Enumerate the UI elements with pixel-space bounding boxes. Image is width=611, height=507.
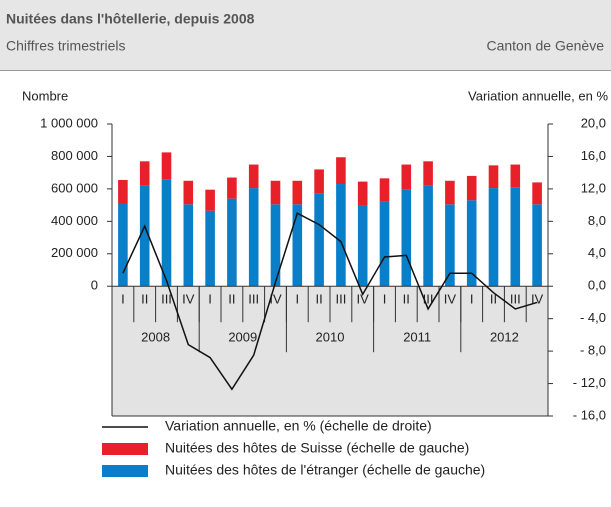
line-series	[122, 212, 538, 391]
y2-tick-label: - 12,0	[573, 375, 606, 390]
x-tick-label: IV	[182, 292, 195, 307]
bar	[445, 204, 455, 287]
year-label: 2011	[403, 330, 431, 345]
legend-label: Nuitées des hôtes de l'étranger (échelle…	[165, 462, 485, 478]
x-tick-label: IV	[444, 292, 457, 307]
bar	[161, 179, 172, 287]
bar	[401, 189, 412, 287]
bar	[445, 180, 455, 205]
chart-title: Nuitées dans l'hôtellerie, depuis 2008	[6, 11, 255, 27]
x-tick-label: III	[248, 292, 259, 307]
x-tick-label: II	[403, 292, 410, 307]
x-tick-label: II	[315, 292, 322, 307]
bar	[270, 180, 281, 205]
bar	[379, 178, 390, 202]
y2-tick-label: 4,0	[588, 245, 606, 260]
bar	[161, 152, 172, 180]
legend-label: Nuitées des hôtes de Suisse (échelle de …	[165, 440, 469, 456]
bar	[488, 188, 499, 287]
bar	[118, 179, 128, 204]
bar	[379, 201, 390, 287]
legend-swatch	[102, 465, 148, 477]
y-tick-label: 400 000	[51, 213, 98, 228]
y-tick-label: 0	[91, 278, 98, 293]
bar	[466, 200, 477, 287]
year-label: 2009	[228, 330, 257, 345]
x-tick-label: I	[208, 292, 212, 307]
y-tick-label: 1 000 000	[40, 115, 98, 130]
bar	[292, 204, 303, 287]
bar	[357, 181, 368, 206]
bar	[248, 188, 259, 287]
y2-tick-label: 12,0	[581, 180, 606, 195]
y-axis-label: Nombre	[22, 88, 68, 103]
header-band	[0, 0, 611, 70]
subtitle: Chiffres trimestriels	[6, 38, 126, 54]
year-label: 2010	[316, 330, 345, 345]
source-label: Canton de Genève	[486, 38, 604, 54]
legend-swatch	[102, 443, 148, 455]
bar	[510, 187, 521, 287]
bar	[423, 161, 433, 186]
x-tick-label: I	[295, 292, 299, 307]
bar	[314, 169, 324, 194]
bar	[357, 205, 368, 287]
bar	[488, 165, 499, 189]
y2-tick-label: 0,0	[588, 278, 606, 293]
bar	[227, 198, 237, 287]
y2-tick-label: - 8,0	[580, 343, 606, 358]
x-tick-label: III	[335, 292, 346, 307]
y-tick-label: 800 000	[51, 148, 98, 163]
x-tick-label: III	[423, 292, 434, 307]
bar	[401, 164, 412, 190]
x-tick-label: II	[141, 292, 148, 307]
year-label: 2008	[141, 330, 170, 345]
bar	[205, 189, 215, 211]
bar	[532, 182, 542, 205]
y2-tick-label: 20,0	[581, 115, 606, 130]
y2-tick-label: - 16,0	[573, 407, 606, 422]
bar	[118, 203, 128, 287]
bar	[183, 204, 194, 287]
year-label: 2012	[490, 330, 519, 345]
x-tick-label: I	[121, 292, 125, 307]
bar	[423, 185, 433, 287]
bar	[336, 184, 346, 287]
x-tick-label: IV	[357, 292, 370, 307]
bar	[292, 180, 303, 205]
bar	[466, 175, 477, 201]
bar	[183, 180, 194, 205]
x-tick-label: II	[490, 292, 497, 307]
x-tick-label: I	[470, 292, 474, 307]
x-tick-label: II	[228, 292, 235, 307]
bar	[139, 161, 150, 186]
y2-axis-label: Variation annuelle, en %	[468, 88, 608, 103]
bar	[532, 204, 542, 287]
y2-tick-label: 16,0	[581, 148, 606, 163]
y2-tick-label: - 4,0	[580, 310, 606, 325]
x-tick-label: I	[383, 292, 387, 307]
bar	[336, 157, 346, 185]
x-tick-label: III	[161, 292, 172, 307]
y2-tick-label: 8,0	[588, 213, 606, 228]
bar	[205, 210, 215, 287]
bar	[270, 204, 281, 287]
bar	[510, 164, 521, 188]
bar	[227, 177, 237, 199]
x-tick-label: III	[510, 292, 521, 307]
x-tick-label: IV	[269, 292, 282, 307]
legend-label: Variation annuelle, en % (échelle de dro…	[165, 418, 432, 434]
bar	[314, 193, 324, 287]
bar	[139, 185, 150, 287]
y-tick-label: 200 000	[51, 245, 98, 260]
y-tick-label: 600 000	[51, 180, 98, 195]
bar	[248, 164, 259, 189]
